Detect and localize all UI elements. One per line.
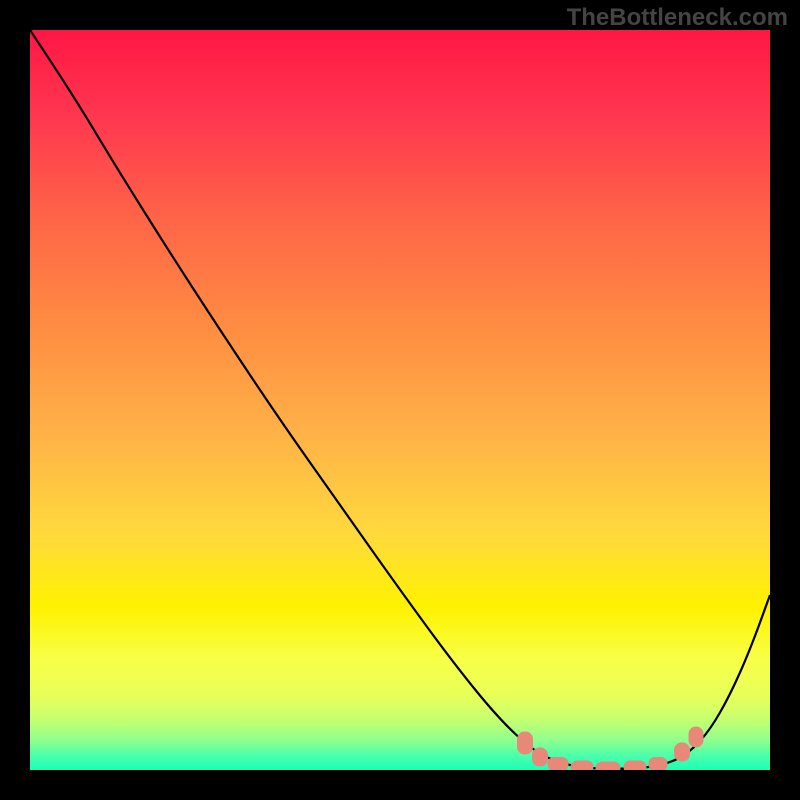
curve-marker xyxy=(548,758,568,771)
curve-marker xyxy=(571,761,593,770)
curve-markers xyxy=(518,727,704,770)
curve-overlay xyxy=(30,30,770,770)
curve-marker xyxy=(675,743,690,761)
bottleneck-curve xyxy=(30,30,770,769)
curve-marker xyxy=(689,727,703,747)
curve-marker xyxy=(624,761,646,770)
curve-marker xyxy=(533,748,548,766)
watermark-text: TheBottleneck.com xyxy=(567,4,788,32)
curve-marker xyxy=(596,762,620,770)
curve-marker xyxy=(649,758,667,771)
curve-marker xyxy=(518,732,533,754)
chart-area xyxy=(30,30,770,770)
